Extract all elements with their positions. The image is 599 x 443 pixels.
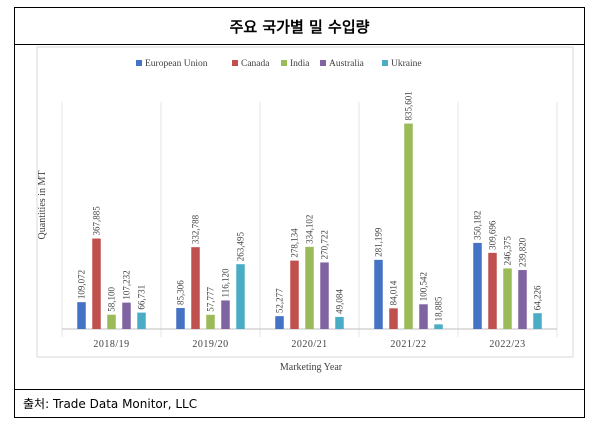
- data-label: 334,102: [305, 215, 315, 244]
- data-label: 52,277: [275, 288, 285, 313]
- bar: [320, 262, 329, 329]
- data-label: 57,777: [206, 287, 216, 312]
- data-label: 278,134: [290, 228, 300, 258]
- data-label: 107,232: [122, 270, 132, 299]
- legend-swatch: [136, 60, 142, 66]
- bar: [221, 300, 230, 329]
- legend-swatch: [232, 60, 238, 66]
- figure-title: 주요 국가별 밀 수입량: [15, 8, 584, 45]
- bar: [404, 123, 413, 329]
- bar-chart: European Union Canada India Australia Ukrain…: [36, 46, 574, 373]
- legend-swatch: [320, 60, 326, 66]
- bar: [77, 302, 86, 329]
- bar: [518, 270, 527, 329]
- bar: [533, 313, 542, 329]
- bar: [206, 314, 215, 329]
- bar: [503, 268, 512, 329]
- data-label: 49,084: [335, 289, 345, 314]
- bar: [488, 252, 497, 329]
- data-label: 64,226: [533, 285, 543, 310]
- bar: [107, 314, 116, 329]
- bar: [335, 316, 344, 329]
- bar: [374, 259, 383, 329]
- bar: [236, 264, 245, 329]
- data-label: 332,788: [191, 214, 201, 244]
- x-tick-label: 2021/22: [390, 339, 426, 350]
- bar: [389, 308, 398, 329]
- x-tick-label: 2022/23: [489, 339, 525, 350]
- figure-frame: 주요 국가별 밀 수입량 European Union Canada India Au…: [14, 7, 585, 418]
- x-tick-label: 2020/21: [291, 339, 327, 350]
- data-label: 281,199: [374, 227, 384, 257]
- bar: [275, 316, 284, 329]
- x-tick-label: 2019/20: [192, 339, 228, 350]
- bar: [305, 246, 314, 329]
- data-label: 246,375: [503, 236, 513, 266]
- data-label: 100,542: [419, 272, 429, 301]
- bar: [92, 238, 101, 329]
- source-note: 출처: Trade Data Monitor, LLC: [15, 389, 584, 417]
- legend-swatch: [281, 60, 287, 66]
- data-label: 58,100: [107, 286, 117, 311]
- data-label: 18,885: [434, 296, 444, 321]
- data-label: 85,306: [176, 280, 186, 305]
- bar: [191, 247, 200, 329]
- legend-label: Australia: [329, 59, 365, 69]
- data-label: 309,696: [488, 220, 498, 250]
- legend-swatch: [382, 60, 388, 66]
- bar: [290, 260, 299, 329]
- data-label: 835,601: [404, 91, 414, 120]
- legend-label: India: [290, 59, 310, 69]
- data-label: 367,885: [92, 206, 102, 236]
- data-label: 239,820: [518, 237, 528, 267]
- x-axis-title: Marketing Year: [280, 362, 343, 373]
- y-axis-title: Quantities in MT: [37, 171, 48, 240]
- bar: [122, 302, 131, 329]
- bar: [137, 312, 146, 329]
- data-label: 350,182: [473, 211, 483, 240]
- data-label: 84,014: [389, 280, 399, 305]
- legend-label: Canada: [241, 59, 270, 69]
- bar: [419, 304, 428, 329]
- data-label: 66,731: [137, 285, 147, 310]
- bar: [473, 242, 482, 329]
- legend-label: European Union: [145, 59, 208, 69]
- chart-area: European Union Canada India Australia Ukrain…: [15, 45, 584, 391]
- data-label: 116,120: [221, 268, 231, 297]
- bar: [176, 308, 185, 329]
- data-label: 109,072: [77, 270, 87, 299]
- data-label: 263,495: [236, 231, 246, 261]
- x-tick-label: 2018/19: [93, 339, 129, 350]
- data-label: 270,722: [320, 230, 330, 259]
- bar: [434, 324, 443, 329]
- legend-label: Ukraine: [391, 59, 422, 69]
